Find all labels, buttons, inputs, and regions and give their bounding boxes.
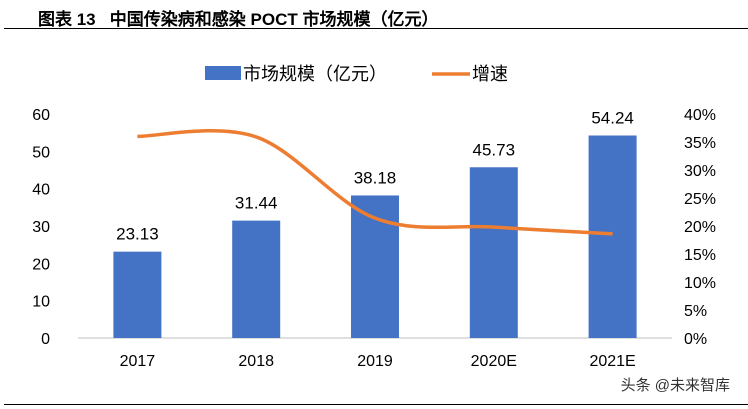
bar-data-label: 31.44 (235, 194, 278, 213)
watermark: 头条 @未来智库 (620, 377, 730, 394)
y-tick-label: 20 (32, 256, 50, 273)
y2-tick-label: 20% (684, 219, 716, 236)
bar (469, 167, 518, 338)
y-tick-label: 50 (32, 144, 50, 161)
y2-tick-label: 35% (684, 135, 716, 152)
figure-title: 图表 13 中国传染病和感染 POCT 市场规模（亿元） (38, 10, 439, 29)
y-tick-label: 10 (32, 294, 50, 311)
legend-bar-swatch (205, 66, 241, 80)
y-tick-label: 0 (41, 331, 50, 348)
bottom-divider (4, 404, 748, 405)
bar (232, 220, 281, 338)
y2-tick-label: 0% (684, 331, 707, 348)
bar-data-label: 38.18 (354, 168, 397, 187)
y-tick-label: 60 (32, 107, 50, 124)
x-tick-label: 2017 (120, 353, 156, 370)
legend-line-label: 增速 (472, 64, 508, 84)
y2-tick-label: 30% (684, 163, 716, 180)
bar (588, 135, 637, 338)
y2-tick-label: 10% (684, 275, 716, 292)
growth-line (137, 129, 613, 236)
x-tick-label: 2021E (589, 353, 635, 370)
y2-tick-label: 25% (684, 191, 716, 208)
bar-data-label: 23.13 (116, 225, 159, 244)
y-tick-label: 40 (32, 182, 50, 199)
y2-tick-label: 15% (684, 247, 716, 264)
y2-tick-label: 5% (684, 303, 707, 320)
x-tick-label: 2020E (471, 353, 517, 370)
bar-data-label: 45.73 (473, 140, 516, 159)
legend-bar-label: 市场规模（亿元） (243, 64, 387, 84)
bar-data-label: 54.24 (591, 109, 634, 128)
x-tick-label: 2018 (238, 353, 274, 370)
y-tick-label: 30 (32, 219, 50, 236)
y2-tick-label: 40% (684, 107, 716, 124)
title-divider (4, 28, 748, 29)
x-tick-label: 2019 (357, 353, 393, 370)
bar (113, 251, 162, 338)
